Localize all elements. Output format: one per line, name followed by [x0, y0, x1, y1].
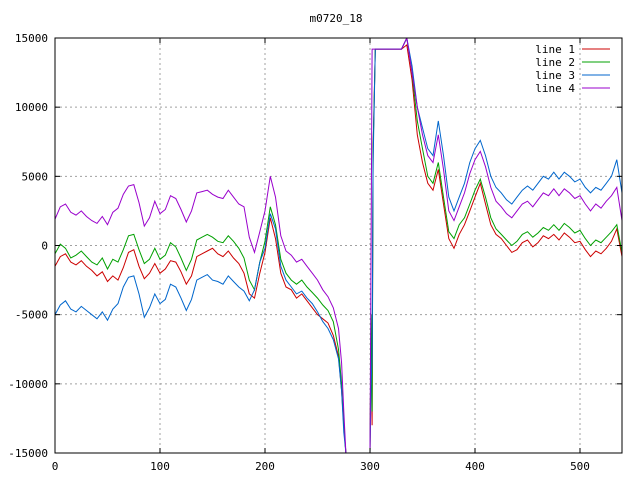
series-line-3: [55, 38, 622, 453]
x-tick-label: 200: [255, 460, 275, 473]
y-axis: -15000 -10000 -5000 0 5000 10000 15000: [8, 32, 622, 460]
x-tick-label: 100: [150, 460, 170, 473]
legend-label-4: line 4: [535, 82, 575, 95]
y-tick-label: 0: [41, 240, 48, 253]
y-tick-label: 10000: [15, 101, 48, 114]
legend-label-1: line 1: [535, 43, 575, 56]
legend-label-3: line 3: [535, 69, 575, 82]
x-tick-label: 400: [465, 460, 485, 473]
y-tick-label: -10000: [8, 378, 48, 391]
chart-title: m0720_18: [310, 12, 363, 25]
y-tick-label: 5000: [22, 170, 49, 183]
series-group: [55, 38, 622, 453]
x-tick-label: 500: [570, 460, 590, 473]
y-tick-label: -5000: [15, 309, 48, 322]
y-tick-label: 15000: [15, 32, 48, 45]
legend-label-2: line 2: [535, 56, 575, 69]
series-line-4: [55, 38, 622, 453]
x-tick-label: 0: [52, 460, 59, 473]
series-line-2: [55, 38, 622, 453]
x-tick-label: 300: [360, 460, 380, 473]
series-line-1: [55, 43, 622, 453]
y-tick-label: -15000: [8, 447, 48, 460]
x-axis: 0 100 200 300 400 500: [52, 38, 590, 473]
